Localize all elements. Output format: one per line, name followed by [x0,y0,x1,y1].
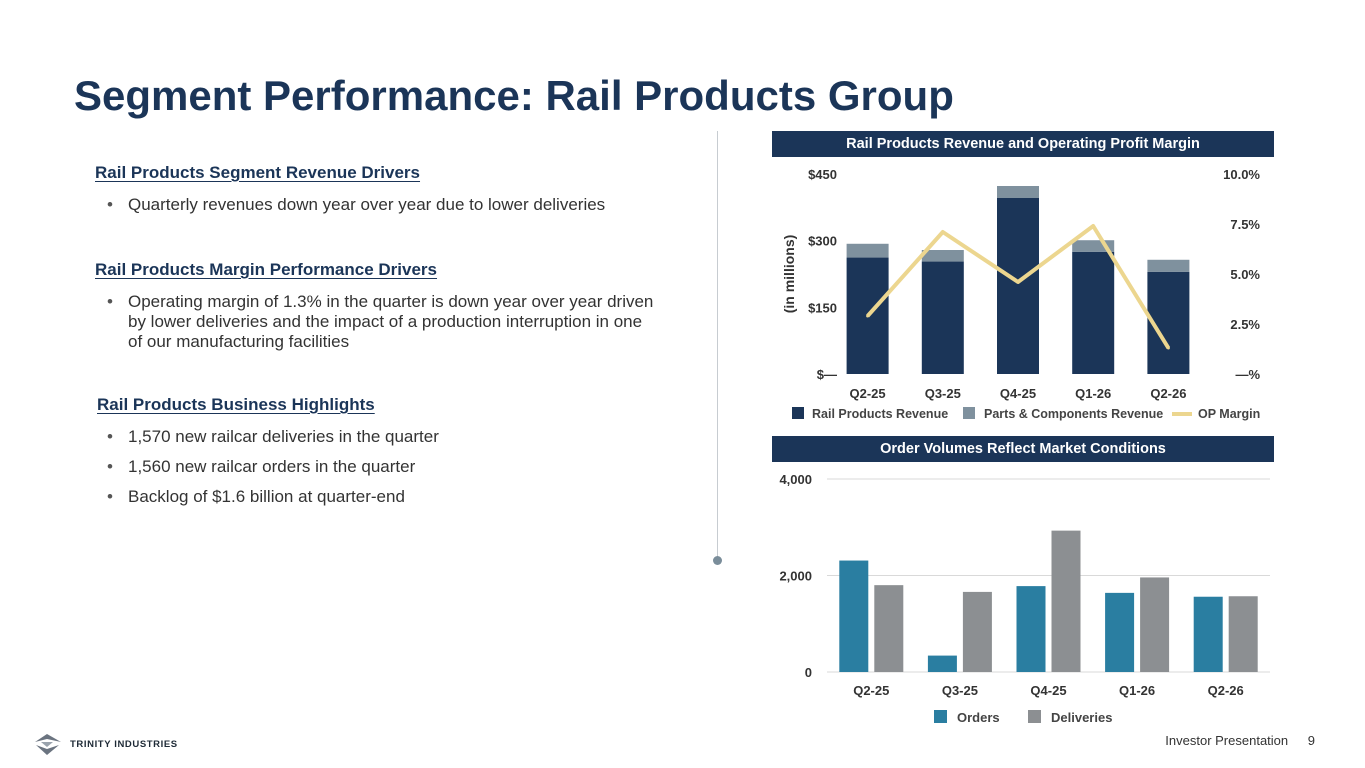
footer: Investor Presentation 9 [1149,733,1315,748]
legend-label: Parts & Components Revenue [984,407,1163,421]
divider-dot [713,556,722,565]
bullet-list: 1,570 new railcar deliveries in the quar… [95,427,697,507]
bar-parts-revenue [1072,240,1115,252]
bar-orders [1016,586,1046,672]
y2-tick-label: 10.0% [1223,167,1260,182]
y-tick-label: 2,000 [779,569,812,584]
svg-text:TRINITY INDUSTRIES: TRINITY INDUSTRIES [70,739,178,750]
legend-swatch [934,710,947,723]
legend-label: Deliveries [1051,710,1112,725]
y2-tick-label: 7.5% [1230,217,1260,232]
y-tick-label: 0 [805,665,812,680]
op-margin-point [1016,280,1020,284]
vertical-divider [717,131,718,559]
op-margin-point [1166,346,1170,350]
section-heading: Rail Products Margin Performance Drivers [95,260,438,279]
y-axis-label: (in millions) [781,235,797,314]
margin-drivers-section: Rail Products Margin Performance Drivers… [95,260,695,362]
x-tick-label: Q3-25 [942,683,978,698]
x-tick-label: Q3-25 [925,386,961,401]
x-tick-label: Q1-26 [1119,683,1155,698]
bullet-list: Operating margin of 1.3% in the quarter … [95,292,655,352]
page-number: 9 [1307,733,1315,748]
bar-parts-revenue [921,250,964,262]
legend-swatch [792,407,804,419]
bullet-list: Quarterly revenues down year over year d… [95,195,695,215]
bar-deliveries [1051,530,1081,672]
business-highlights-section: Rail Products Business Highlights 1,570 … [97,395,697,517]
bullet-item: 1,570 new railcar deliveries in the quar… [95,427,697,447]
y-tick-label: $450 [808,167,837,182]
bar-orders [927,655,957,672]
bar-deliveries [962,591,992,672]
legend-label: OP Margin [1198,407,1260,421]
y2-tick-label: —% [1235,367,1260,382]
trinity-logo: TRINITY INDUSTRIES [33,731,193,762]
y-tick-label: $300 [808,234,837,249]
bar-orders [1105,592,1135,672]
bar-parts-revenue [846,243,889,258]
bullet-item: Quarterly revenues down year over year d… [95,195,695,215]
op-margin-point [866,314,870,318]
footer-label: Investor Presentation [1165,733,1289,748]
revenue-margin-chart: $— $150 $300 $450 —% 2.5% 5.0% 7.5% 10.0% (in mil… [781,167,1260,421]
x-tick-label: Q2-26 [1150,386,1186,401]
bar-rail-revenue [1072,251,1115,374]
y-tick-label: $150 [808,300,837,315]
bar-orders [1193,596,1223,672]
bar-deliveries [1228,596,1258,672]
x-tick-label: Q2-26 [1208,683,1244,698]
x-tick-label: Q1-26 [1075,386,1111,401]
y2-tick-label: 5.0% [1230,267,1260,282]
bullet-item: Operating margin of 1.3% in the quarter … [95,292,655,352]
legend-label: Rail Products Revenue [812,407,948,421]
bar-parts-revenue [1147,259,1190,272]
legend-label: Orders [957,710,1000,725]
orders-deliveries-chart: 0 2,000 4,000 Q2-25 Q3-25 Q4-25 Q1-26 Q2-26 Orde… [779,472,1270,725]
trinity-logo-icon: TRINITY INDUSTRIES [35,734,178,755]
revenue-chart-title: Rail Products Revenue and Operating Prof… [772,131,1274,157]
bar-deliveries [1140,577,1170,672]
y-tick-label: $— [817,367,837,382]
x-tick-label: Q2-25 [853,683,889,698]
y2-tick-label: 2.5% [1230,317,1260,332]
x-tick-label: Q4-25 [1030,683,1066,698]
legend-swatch [1028,710,1041,723]
bar-rail-revenue [921,261,964,374]
y-tick-label: 4,000 [779,472,812,487]
op-margin-point [1091,224,1095,228]
bar-deliveries [874,585,904,672]
bar-parts-revenue [997,186,1039,198]
x-tick-label: Q2-25 [850,386,886,401]
section-heading: Rail Products Segment Revenue Drivers [95,163,421,182]
section-heading: Rail Products Business Highlights [97,395,375,414]
bullet-item: Backlog of $1.6 billion at quarter-end [95,487,697,507]
bar-orders [839,560,869,672]
x-tick-label: Q4-25 [1000,386,1036,401]
bar-rail-revenue [997,198,1039,374]
bullet-item: 1,560 new railcar orders in the quarter [95,457,697,477]
orders-chart-title: Order Volumes Reflect Market Conditions [772,436,1274,462]
revenue-drivers-section: Rail Products Segment Revenue Drivers Qu… [95,163,695,225]
legend-swatch [963,407,975,419]
page-title: Segment Performance: Rail Products Group [74,72,954,119]
op-margin-point [941,230,945,234]
